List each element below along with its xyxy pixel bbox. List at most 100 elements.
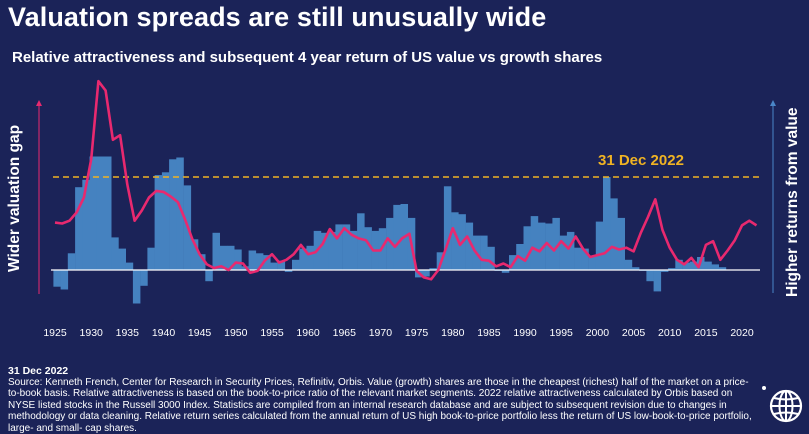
chart: 31 Dec 2022 1925 1930 1935 1940 1945 1950 1955… (36, 79, 776, 339)
bar-1998 (581, 248, 589, 270)
bar-2011 (675, 259, 683, 270)
globe-icon[interactable] (760, 384, 804, 424)
x-tick-label: 1995 (550, 327, 574, 339)
right-axis-arrow (770, 100, 776, 293)
bar-1976 (422, 270, 430, 277)
bar-1968 (364, 227, 372, 270)
bar-1980 (451, 212, 459, 270)
x-tick-label: 2010 (658, 327, 682, 339)
x-tick-label: 1975 (405, 327, 429, 339)
x-tick-label: 2020 (730, 327, 754, 339)
bar-1940 (161, 172, 170, 270)
bar-1932 (104, 156, 112, 270)
bar-1954 (263, 255, 271, 270)
x-tick-label: 2005 (622, 327, 646, 339)
bar-1936 (132, 270, 141, 304)
bar-1944 (190, 239, 199, 270)
bar-2009 (660, 270, 669, 272)
bar-1956 (277, 260, 286, 270)
x-tick-label: 2015 (694, 327, 718, 339)
bar-2012 (682, 262, 691, 270)
x-tick-label: 1990 (513, 327, 537, 339)
footer-source-note: Source: Kenneth French, Center for Resea… (8, 377, 752, 434)
bar-2010 (668, 268, 676, 270)
x-tick-label: 2000 (586, 327, 610, 339)
bar-1953 (255, 253, 264, 270)
bar-1942 (176, 157, 184, 270)
bar-2017 (718, 267, 727, 270)
bar-1962 (321, 232, 329, 270)
bar-2001 (603, 177, 611, 270)
x-tick-label: 1965 (333, 327, 357, 339)
bar-2013 (689, 261, 698, 270)
bar-1982 (465, 222, 474, 270)
left-axis-label: Wider valuation gap (6, 124, 23, 272)
bar-2002 (610, 198, 618, 270)
bar-1928 (75, 187, 83, 270)
x-axis-ticks: 1925 1930 1935 1940 1945 1950 1955 1960 1965 1970… (43, 327, 754, 339)
bar-1948 (219, 245, 228, 270)
bar-1927 (67, 253, 76, 270)
bar-1990 (523, 226, 531, 270)
bar-1955 (270, 262, 278, 270)
left-axis-arrow (36, 100, 42, 294)
bar-1945 (198, 254, 206, 270)
bar-1977 (429, 268, 437, 270)
bar-2000 (595, 221, 604, 270)
bar-1949 (227, 245, 235, 270)
bar-1939 (154, 175, 163, 270)
bar-1994 (552, 217, 560, 270)
bar-1925 (53, 270, 61, 287)
bar-1941 (169, 159, 177, 270)
x-tick-label: 1940 (152, 327, 176, 339)
x-tick-label: 1950 (224, 327, 248, 339)
bar-1991 (530, 216, 539, 270)
bar-2003 (617, 217, 625, 270)
bar-1965 (342, 224, 351, 270)
bar-1999 (588, 256, 597, 271)
bar-1992 (537, 222, 546, 270)
bar-1971 (386, 217, 394, 270)
bar-1957 (284, 270, 293, 272)
bar-1946 (205, 270, 213, 282)
bar-1984 (480, 235, 488, 270)
bar-2015 (704, 261, 712, 270)
bar-1985 (487, 246, 495, 271)
x-tick-label: 1945 (188, 327, 212, 339)
bar-1930 (89, 156, 97, 270)
footer-date: 31 Dec 2022 (8, 365, 69, 377)
x-tick-label: 1985 (477, 327, 501, 339)
bar-1934 (118, 248, 126, 270)
bar-1958 (292, 259, 300, 270)
bar-2008 (653, 270, 662, 292)
bar-2004 (624, 259, 633, 270)
chart-subtitle: Relative attractiveness and subsequent 4… (12, 49, 603, 66)
bar-1933 (111, 237, 119, 270)
bar-1935 (125, 262, 134, 270)
bar-1972 (393, 204, 401, 270)
bar-1952 (248, 250, 257, 270)
bar-2007 (646, 270, 654, 282)
bar-1947 (212, 232, 220, 270)
bar-1926 (60, 270, 69, 290)
page-title: Valuation spreads are still unusually wi… (8, 2, 547, 32)
bar-series (53, 156, 727, 304)
x-tick-label: 1930 (80, 327, 104, 339)
bar-1987 (501, 270, 510, 273)
bar-1997 (574, 247, 582, 270)
bar-1996 (566, 231, 575, 270)
x-tick-label: 1935 (116, 327, 140, 339)
bar-1938 (147, 247, 155, 270)
reference-line-label: 31 Dec 2022 (598, 152, 684, 169)
bar-2016 (711, 264, 719, 270)
bar-1979 (443, 186, 452, 270)
bar-1967 (357, 213, 365, 270)
x-tick-label: 1955 (260, 327, 284, 339)
bar-1960 (306, 245, 314, 270)
bar-1929 (82, 179, 90, 270)
bar-1931 (96, 156, 105, 270)
x-tick-label: 1980 (441, 327, 465, 339)
bar-1959 (299, 248, 307, 270)
x-tick-label: 1970 (369, 327, 393, 339)
x-tick-label: 1960 (296, 327, 320, 339)
